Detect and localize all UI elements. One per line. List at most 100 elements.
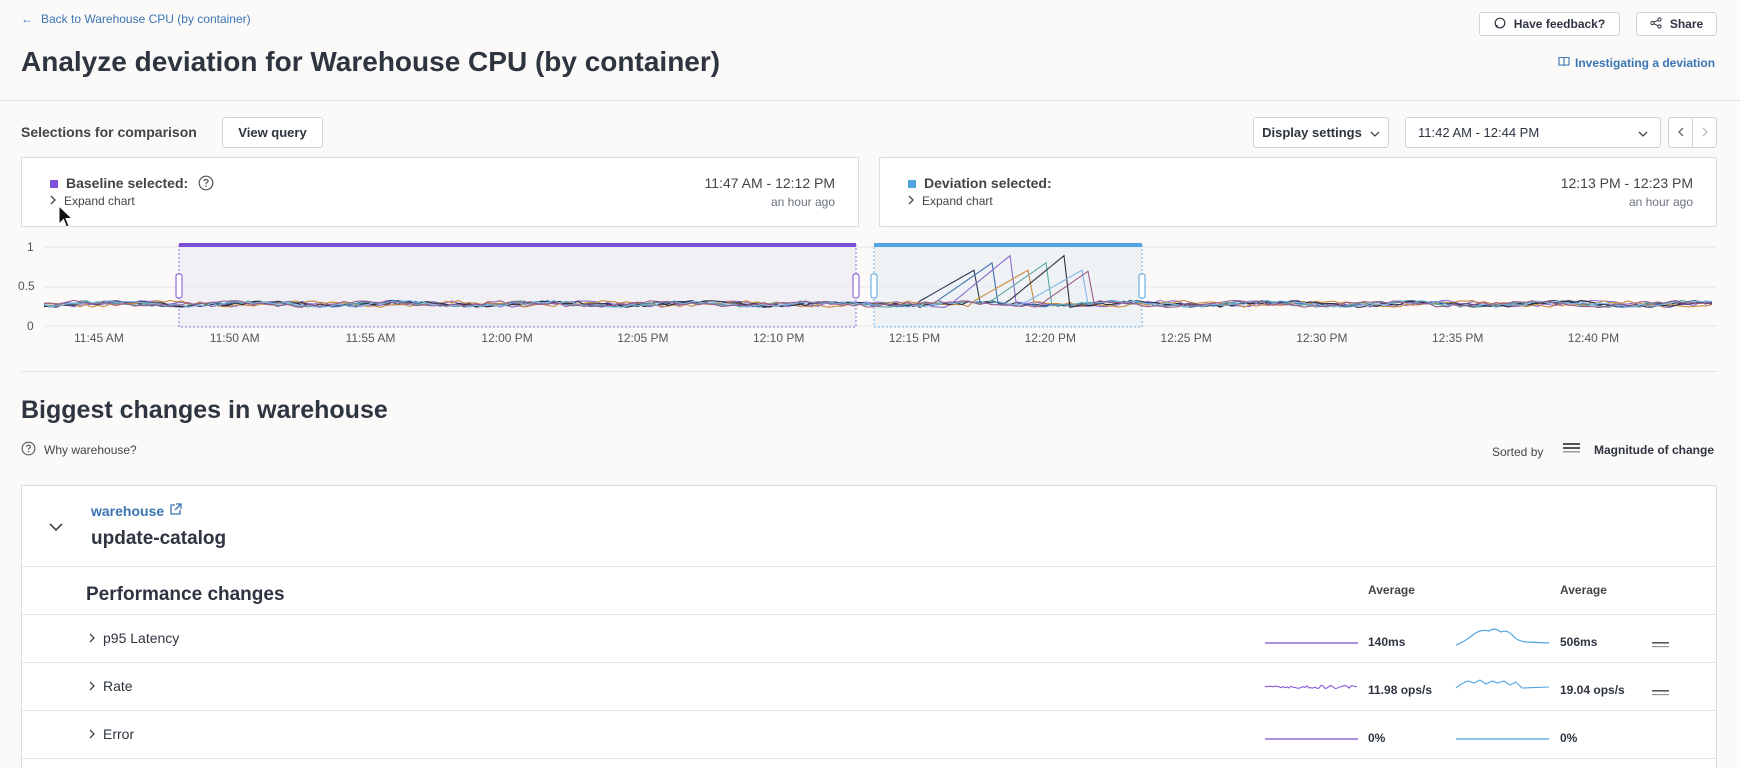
metric-name: p95 Latency <box>103 630 180 646</box>
magnitude-icon <box>1563 442 1580 457</box>
deviation-right-handle <box>1138 273 1146 299</box>
row-expand-toggle[interactable]: Error <box>89 726 134 742</box>
x-tick-label: 12:15 PM <box>888 331 941 345</box>
chevron-right-icon <box>908 194 914 208</box>
metric-row-rate[interactable]: Rate 11.98 ops/s 19.04 ops/s <box>21 663 1717 710</box>
chevron-right-icon <box>89 678 95 694</box>
deviation-value: 19.04 ops/s <box>1560 683 1625 697</box>
share-icon <box>1650 16 1662 32</box>
baseline-ago: an hour ago <box>770 195 835 209</box>
feedback-label: Have feedback? <box>1513 17 1606 31</box>
y-tick-label: 0.5 <box>18 279 35 293</box>
why-warehouse-label: Why warehouse? <box>44 443 137 457</box>
sorted-by-label: Sorted by <box>1492 445 1544 459</box>
baseline-sparkline <box>1265 738 1358 740</box>
deviation-value: 0% <box>1560 731 1578 745</box>
deviation-timeline-chart[interactable]: 1 0.5 0 11:45 AM 11:50 AM 11:55 AM 12:00 PM… <box>0 235 1740 350</box>
deviation-ago: an hour ago <box>1628 195 1693 209</box>
changes-title: Biggest changes in warehouse <box>21 396 388 424</box>
time-prev-button[interactable] <box>1668 117 1693 148</box>
view-query-label: View query <box>238 125 307 140</box>
baseline-sparkline <box>1264 684 1357 690</box>
time-range-dropdown[interactable]: 11:42 AM - 12:44 PM <box>1405 117 1661 148</box>
help-icon <box>21 441 36 459</box>
series-line <box>43 269 1713 308</box>
section-title: Performance changes <box>86 584 285 605</box>
chevron-right-icon <box>89 630 95 646</box>
back-link[interactable]: ← Back to Warehouse CPU (by container) <box>21 12 251 26</box>
display-settings-dropdown[interactable]: Display settings <box>1253 117 1389 148</box>
baseline-left-handle <box>175 273 183 299</box>
x-tick-label: 12:10 PM <box>753 331 805 345</box>
baseline-value: 0% <box>1368 731 1386 745</box>
y-tick-label: 1 <box>27 240 34 254</box>
service-link-label: warehouse <box>91 503 165 519</box>
baseline-label: Baseline selected: <box>66 175 189 191</box>
guide-link-label: Investigating a deviation <box>1575 56 1716 70</box>
x-tick-label: 11:55 AM <box>345 331 396 345</box>
divider <box>21 710 1717 711</box>
chart-divider <box>21 371 1717 372</box>
mouse-cursor-icon <box>58 204 74 234</box>
collapse-toggle[interactable] <box>49 518 63 536</box>
x-tick-label: 12:30 PM <box>1296 331 1348 345</box>
deviation-panel: Deviation selected: Expand chart 12:13 P… <box>879 157 1717 227</box>
baseline-color-swatch <box>50 180 58 188</box>
metric-name: Error <box>103 726 135 742</box>
chevron-right-icon <box>1702 125 1708 140</box>
help-icon[interactable] <box>198 175 214 196</box>
endpoint-name: update-catalog <box>91 528 227 549</box>
baseline-selection-region <box>178 244 857 328</box>
divider <box>21 758 1717 759</box>
book-icon <box>1558 56 1570 70</box>
row-expand-toggle[interactable]: p95 Latency <box>89 630 179 646</box>
deviation-left-handle <box>870 273 878 299</box>
x-tick-label: 12:00 PM <box>481 331 533 345</box>
metric-row-error[interactable]: Error 0% 0% <box>21 711 1717 758</box>
deviation-expand-toggle[interactable]: Expand chart <box>908 194 993 208</box>
magnitude-icon <box>1652 635 1669 653</box>
page-title: Analyze deviation for Warehouse CPU (by … <box>21 46 721 77</box>
why-warehouse-link[interactable]: Why warehouse? <box>21 441 137 459</box>
y-tick-label: 0 <box>27 319 34 333</box>
chevron-left-icon <box>1677 125 1684 140</box>
deviation-value: 506ms <box>1560 635 1598 649</box>
magnitude-icon <box>1652 683 1669 701</box>
row-expand-toggle[interactable]: Rate <box>89 678 133 694</box>
sort-control[interactable]: Magnitude of change <box>1563 442 1714 457</box>
divider <box>21 662 1717 663</box>
chat-bubble-icon <box>1494 17 1506 32</box>
deviation-sparkline <box>1455 628 1550 646</box>
baseline-right-handle <box>852 273 860 299</box>
divider <box>21 566 1717 567</box>
deviation-sparkline <box>1456 738 1549 740</box>
x-tick-label: 12:20 PM <box>1024 331 1076 345</box>
x-tick-label: 12:40 PM <box>1567 331 1620 345</box>
divider <box>21 614 1717 615</box>
baseline-range: 11:47 AM - 12:12 PM <box>704 175 835 191</box>
series-line <box>43 270 1713 308</box>
baseline-panel: Baseline selected: Expand chart 11:47 AM… <box>21 157 859 227</box>
baseline-expand-toggle[interactable]: Expand chart <box>50 194 135 208</box>
external-link-icon <box>169 503 182 519</box>
view-query-button[interactable]: View query <box>222 117 323 148</box>
share-button[interactable]: Share <box>1636 12 1717 36</box>
header-divider <box>0 100 1740 101</box>
display-settings-label: Display settings <box>1262 125 1362 140</box>
service-link[interactable]: warehouse <box>91 503 182 519</box>
metric-row-p95-latency[interactable]: p95 Latency 140ms 506ms <box>21 615 1717 662</box>
guide-link[interactable]: Investigating a deviation <box>1558 56 1715 70</box>
x-tick-label: 12:05 PM <box>617 331 669 345</box>
feedback-button[interactable]: Have feedback? <box>1479 12 1620 36</box>
deviation-label: Deviation selected: <box>924 175 1052 191</box>
back-link-label: Back to Warehouse CPU (by container) <box>41 12 251 26</box>
baseline-selection-bar <box>179 243 856 247</box>
baseline-sparkline <box>1265 642 1358 644</box>
x-tick-label: 12:25 PM <box>1160 331 1212 345</box>
x-tick-label: 11:45 AM <box>74 331 124 345</box>
deviation-sparkline <box>1455 679 1550 689</box>
time-next-button[interactable] <box>1692 117 1717 148</box>
x-tick-label: 11:50 AM <box>209 331 260 345</box>
metric-name: Rate <box>103 678 133 694</box>
baseline-value: 140ms <box>1368 635 1406 649</box>
